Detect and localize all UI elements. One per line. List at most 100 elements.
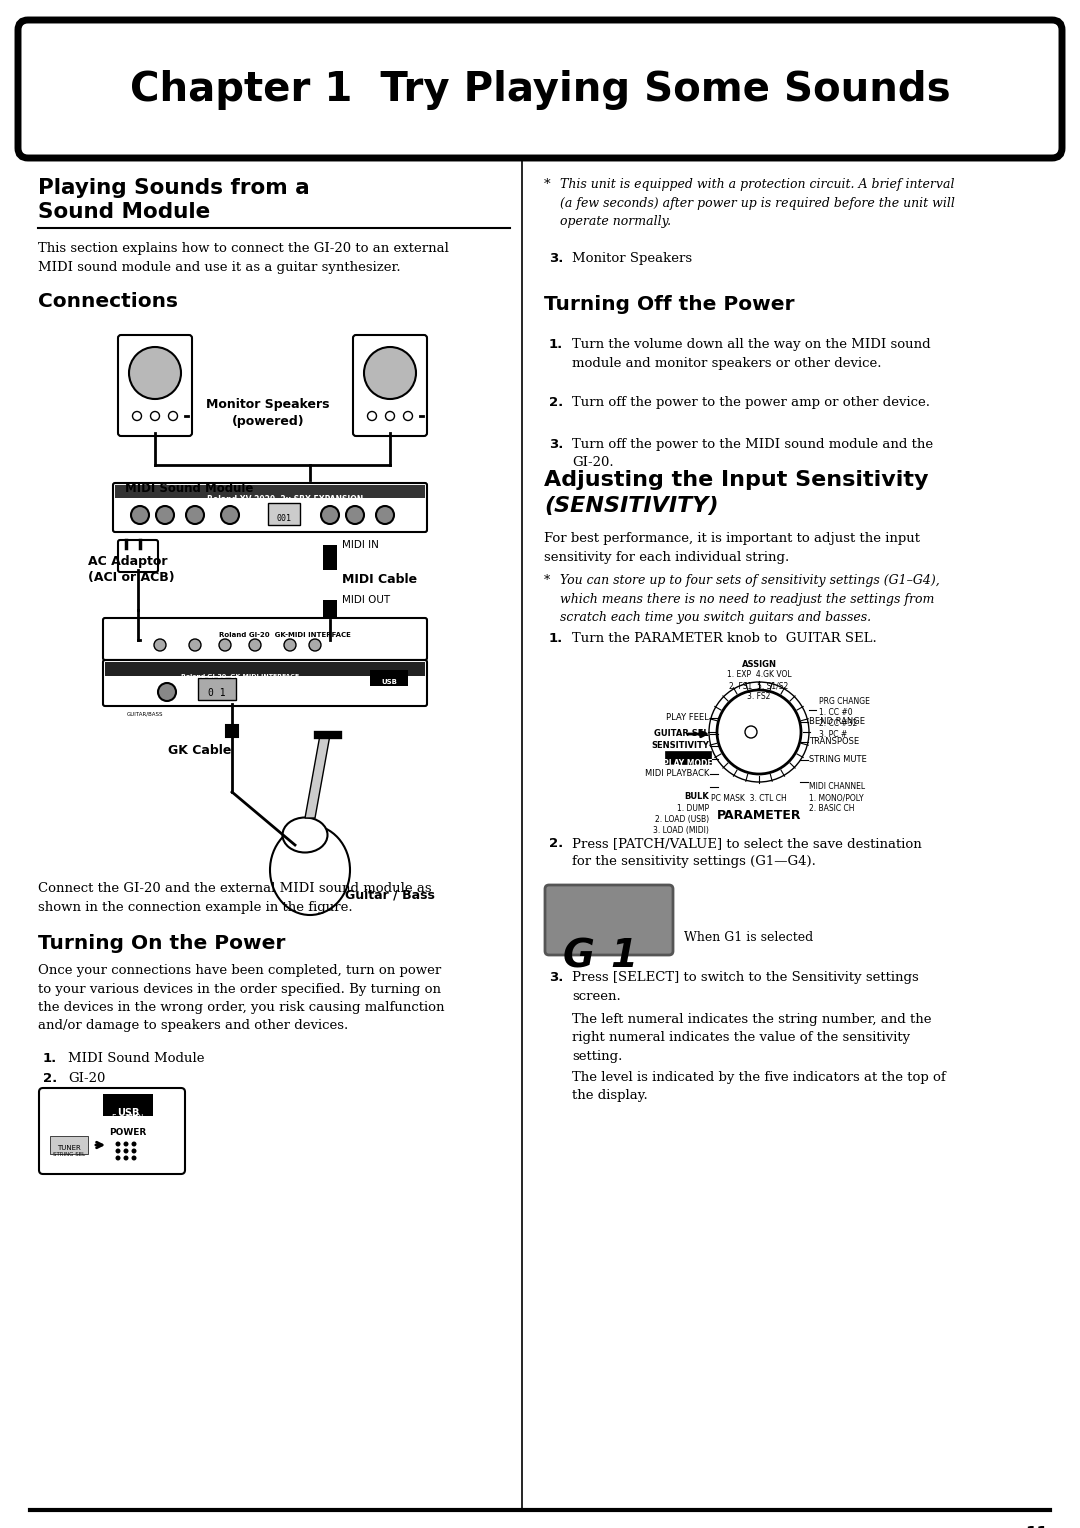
Text: MIDI PLAYBACK: MIDI PLAYBACK xyxy=(645,770,708,778)
Circle shape xyxy=(708,681,809,782)
Circle shape xyxy=(189,639,201,651)
Text: For best performance, it is important to adjust the input
sensitivity for each i: For best performance, it is important to… xyxy=(544,532,920,564)
Text: PARAMETER: PARAMETER xyxy=(717,808,801,822)
Text: 1.: 1. xyxy=(549,338,564,351)
Circle shape xyxy=(133,411,141,420)
Text: PLAY FEEL: PLAY FEEL xyxy=(666,714,708,723)
Text: MIDI OUT: MIDI OUT xyxy=(342,594,390,605)
Text: Guitar / Bass: Guitar / Bass xyxy=(345,888,435,902)
Text: POWER: POWER xyxy=(109,1128,147,1137)
FancyBboxPatch shape xyxy=(545,885,673,955)
Circle shape xyxy=(364,347,416,399)
Text: 001: 001 xyxy=(276,513,292,523)
Text: Connect the GI-20 and the external MIDI sound module as
shown in the connection : Connect the GI-20 and the external MIDI … xyxy=(38,882,432,914)
Text: GUITAR SEL: GUITAR SEL xyxy=(654,729,708,738)
Bar xyxy=(50,1135,87,1154)
Text: MIDI Cable: MIDI Cable xyxy=(342,573,417,587)
Circle shape xyxy=(284,639,296,651)
FancyBboxPatch shape xyxy=(113,483,427,532)
Text: Playing Sounds from a: Playing Sounds from a xyxy=(38,177,310,199)
Circle shape xyxy=(123,1141,129,1146)
Ellipse shape xyxy=(283,817,327,853)
Bar xyxy=(665,750,711,764)
Text: PRG CHANGE
1. CC #0
2. CC #32
3. PC #: PRG CHANGE 1. CC #0 2. CC #32 3. PC # xyxy=(819,697,869,740)
Circle shape xyxy=(745,726,757,738)
Bar xyxy=(114,484,426,498)
Circle shape xyxy=(132,1155,136,1160)
Text: 3.: 3. xyxy=(549,970,564,984)
Text: The level is indicated by the five indicators at the top of
the display.: The level is indicated by the five indic… xyxy=(572,1071,946,1103)
FancyBboxPatch shape xyxy=(118,539,158,571)
Bar xyxy=(105,662,426,675)
Text: TRANSPOSE: TRANSPOSE xyxy=(809,738,859,747)
Text: PC MASK  3. CTL CH: PC MASK 3. CTL CH xyxy=(711,795,787,804)
Text: USB: USB xyxy=(117,1108,139,1118)
Text: For MIDI: For MIDI xyxy=(112,1114,144,1123)
Circle shape xyxy=(156,506,174,524)
Text: When G1 is selected: When G1 is selected xyxy=(684,931,813,944)
Text: Once your connections have been completed, turn on power
to your various devices: Once your connections have been complete… xyxy=(38,964,445,1033)
Text: GI-20: GI-20 xyxy=(68,1073,106,1085)
Bar xyxy=(198,678,237,700)
Circle shape xyxy=(717,691,801,775)
Text: Turn off the power to the MIDI sound module and the
GI-20.: Turn off the power to the MIDI sound mod… xyxy=(572,439,933,469)
Text: (ACI or ACB): (ACI or ACB) xyxy=(87,571,175,584)
Text: Adjusting the Input Sensitivity: Adjusting the Input Sensitivity xyxy=(544,471,929,490)
Circle shape xyxy=(154,639,166,651)
Text: Roland XV-2020  2u SRX EXPANSION: Roland XV-2020 2u SRX EXPANSION xyxy=(207,495,363,504)
FancyBboxPatch shape xyxy=(39,1088,185,1174)
Circle shape xyxy=(321,506,339,524)
Text: MIDI IN: MIDI IN xyxy=(342,539,379,550)
FancyBboxPatch shape xyxy=(18,20,1062,157)
Circle shape xyxy=(249,639,261,651)
Text: 3.: 3. xyxy=(549,439,564,451)
Text: You can store up to four sets of sensitivity settings (G1–G4),
which means there: You can store up to four sets of sensiti… xyxy=(561,575,940,623)
Text: *: * xyxy=(544,575,550,587)
FancyBboxPatch shape xyxy=(103,617,427,660)
Circle shape xyxy=(219,639,231,651)
Text: AC Adaptor: AC Adaptor xyxy=(87,555,167,568)
Text: 1: 1 xyxy=(610,937,637,975)
Text: The left numeral indicates the string number, and the
right numeral indicates th: The left numeral indicates the string nu… xyxy=(572,1013,931,1063)
FancyBboxPatch shape xyxy=(103,660,427,706)
Text: Connections: Connections xyxy=(38,292,178,312)
FancyBboxPatch shape xyxy=(353,335,427,435)
Text: GUITAR/BASS: GUITAR/BASS xyxy=(126,712,163,717)
Text: BULK: BULK xyxy=(685,792,708,801)
Text: MIDI CHANNEL
1. MONO/POLY
2. BASIC CH: MIDI CHANNEL 1. MONO/POLY 2. BASIC CH xyxy=(809,782,865,813)
Circle shape xyxy=(129,347,181,399)
Text: 1.: 1. xyxy=(549,633,564,645)
Circle shape xyxy=(131,506,149,524)
Circle shape xyxy=(158,683,176,701)
Bar xyxy=(323,545,337,570)
Circle shape xyxy=(116,1149,121,1154)
Text: Monitor Speakers
(powered): Monitor Speakers (powered) xyxy=(206,397,329,428)
Text: STRING MUTE: STRING MUTE xyxy=(809,755,867,764)
Circle shape xyxy=(221,506,239,524)
Text: 1.: 1. xyxy=(43,1051,57,1065)
Circle shape xyxy=(186,506,204,524)
Text: Press [PATCH/VALUE] to select the save destination
for the sensitivity settings : Press [PATCH/VALUE] to select the save d… xyxy=(572,837,921,868)
Text: TUNER: TUNER xyxy=(57,1144,81,1151)
Circle shape xyxy=(150,411,160,420)
FancyBboxPatch shape xyxy=(118,335,192,435)
Text: Turn the volume down all the way on the MIDI sound
module and monitor speakers o: Turn the volume down all the way on the … xyxy=(572,338,931,370)
Text: Roland GI-20  GK-MIDI INTERFACE: Roland GI-20 GK-MIDI INTERFACE xyxy=(219,633,351,639)
Text: 0 1: 0 1 xyxy=(208,688,226,698)
Text: Sound Module: Sound Module xyxy=(38,202,211,222)
PathPatch shape xyxy=(305,735,330,817)
Circle shape xyxy=(168,411,177,420)
Text: Turning On the Power: Turning On the Power xyxy=(38,934,285,953)
Bar xyxy=(268,503,300,526)
Circle shape xyxy=(367,411,377,420)
Text: ASSIGN: ASSIGN xyxy=(742,660,777,669)
Ellipse shape xyxy=(270,825,350,915)
Circle shape xyxy=(346,506,364,524)
Text: Monitor Speakers: Monitor Speakers xyxy=(572,252,692,264)
Text: MIDI Sound Module: MIDI Sound Module xyxy=(68,1051,204,1065)
Circle shape xyxy=(309,639,321,651)
Text: Turning Off the Power: Turning Off the Power xyxy=(544,295,795,313)
Text: 1. EXP  4.GK VOL
2. FS1  5. S1/S2
3. FS2: 1. EXP 4.GK VOL 2. FS1 5. S1/S2 3. FS2 xyxy=(727,669,792,701)
Text: Press [SELECT] to switch to the Sensitivity settings
screen.: Press [SELECT] to switch to the Sensitiv… xyxy=(572,970,919,1002)
Bar xyxy=(103,1094,153,1115)
